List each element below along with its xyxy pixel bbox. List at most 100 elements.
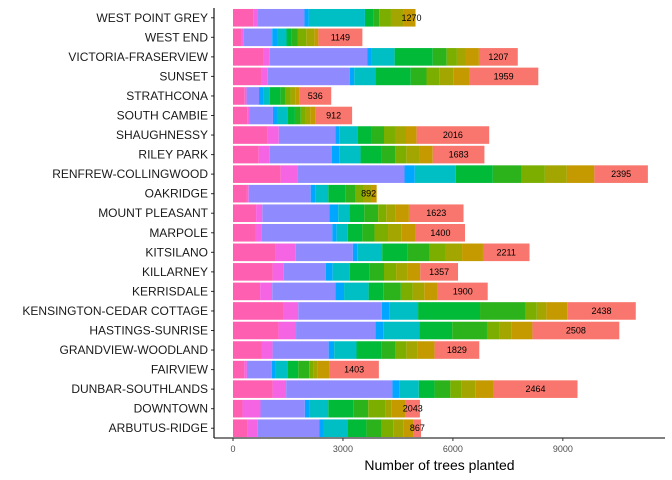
bar-segment bbox=[286, 28, 292, 47]
bar-segment bbox=[233, 184, 247, 203]
bar-segment bbox=[492, 165, 522, 183]
bar-segment bbox=[362, 223, 375, 242]
bar-segment bbox=[310, 184, 316, 203]
bar-segment bbox=[354, 67, 376, 86]
category-label: FAIRVIEW bbox=[151, 363, 209, 377]
bar-segment bbox=[257, 419, 320, 438]
bar-segment bbox=[352, 243, 358, 262]
bar-segment bbox=[406, 341, 418, 359]
bar-segment bbox=[461, 380, 476, 398]
bar-segment bbox=[499, 321, 512, 340]
bar-segment bbox=[261, 67, 268, 86]
bar-segment bbox=[424, 282, 438, 301]
bar-segment bbox=[247, 419, 258, 438]
bar-segment bbox=[246, 360, 272, 379]
bar-segment bbox=[404, 165, 415, 183]
bar-segment bbox=[249, 106, 273, 125]
bar-segment bbox=[412, 282, 425, 301]
bar-segment bbox=[247, 106, 250, 125]
category-label: MOUNT PLEASANT bbox=[98, 206, 208, 220]
bar-segment bbox=[308, 8, 365, 27]
category-label: SUNSET bbox=[159, 69, 208, 83]
bar-segment bbox=[344, 282, 369, 301]
bar-segment bbox=[319, 419, 324, 438]
bar-segment bbox=[429, 243, 446, 262]
bar-segment bbox=[381, 419, 394, 438]
bar-segment bbox=[390, 8, 404, 27]
bar-segment bbox=[418, 380, 435, 398]
bar-segment bbox=[304, 399, 310, 418]
category-label: ARBUTUS-RIDGE bbox=[109, 421, 208, 435]
bar-segment bbox=[401, 223, 416, 242]
bar-segment bbox=[419, 145, 433, 164]
bar-segment bbox=[253, 8, 258, 27]
bar-data-label: 1829 bbox=[447, 345, 467, 355]
bar-segment bbox=[233, 204, 257, 223]
bar-segment bbox=[368, 399, 386, 418]
bar-segment bbox=[315, 184, 329, 203]
category-label: MARPOLE bbox=[149, 226, 208, 240]
bar-segment bbox=[335, 282, 345, 301]
bar-segment bbox=[297, 28, 307, 47]
bar-segment bbox=[394, 126, 406, 144]
bar-segment bbox=[233, 106, 248, 125]
bar-segment bbox=[410, 67, 427, 86]
bar-data-label: 1900 bbox=[453, 286, 473, 296]
bar-segment bbox=[371, 126, 384, 144]
bar-segment bbox=[246, 184, 249, 203]
bar-segment bbox=[364, 204, 379, 223]
bar-segment bbox=[233, 321, 279, 340]
category-label: DOWNTOWN bbox=[134, 402, 208, 416]
bar-segment bbox=[275, 360, 288, 379]
bar-segment bbox=[417, 341, 435, 359]
bar-segment bbox=[233, 126, 268, 144]
bar-segment bbox=[408, 204, 464, 223]
bar-data-label: 1149 bbox=[331, 32, 350, 42]
bar-segment bbox=[233, 48, 264, 66]
bar-segment bbox=[334, 341, 357, 359]
bar-segment bbox=[434, 341, 480, 359]
category-label: WEST POINT GREY bbox=[96, 11, 208, 25]
bar-segment bbox=[347, 223, 363, 242]
bar-segment bbox=[394, 48, 433, 66]
bar-segment bbox=[453, 67, 470, 86]
category-label: SOUTH CAMBIE bbox=[117, 109, 208, 123]
bar-segment bbox=[280, 87, 286, 105]
bar-segment bbox=[297, 165, 405, 183]
bar-segment bbox=[381, 341, 396, 359]
category-label: RILEY PARK bbox=[138, 148, 208, 162]
bar-segment bbox=[532, 321, 620, 340]
bar-segment bbox=[328, 341, 335, 359]
bar-segment bbox=[287, 360, 299, 379]
category-label: SHAUGHNESSY bbox=[116, 128, 208, 142]
bar-segment bbox=[278, 126, 336, 144]
bar-segment bbox=[486, 321, 500, 340]
bar-segment bbox=[296, 321, 376, 340]
bar-segment bbox=[242, 399, 261, 418]
bar-segment bbox=[314, 28, 319, 47]
bar-segment bbox=[283, 302, 299, 320]
bar-segment bbox=[356, 341, 382, 359]
bar-segment bbox=[462, 243, 483, 262]
bar-segment bbox=[272, 28, 277, 47]
bar-segment bbox=[383, 126, 395, 144]
bar-data-label: 536 bbox=[308, 91, 323, 101]
bar-data-label: 2508 bbox=[566, 326, 586, 336]
bar-segment bbox=[244, 87, 247, 105]
bar-segment bbox=[328, 184, 346, 203]
bar-segment bbox=[413, 419, 422, 438]
bar-segment bbox=[276, 106, 288, 125]
bar-segment bbox=[360, 145, 382, 164]
bar-data-label: 1683 bbox=[449, 150, 469, 160]
category-label: DUNBAR-SOUTHLANDS bbox=[71, 382, 208, 396]
bar-segment bbox=[480, 302, 526, 320]
bar-segment bbox=[456, 48, 465, 66]
bar-segment bbox=[233, 145, 259, 164]
bar-segment bbox=[263, 48, 270, 66]
bar-segment bbox=[373, 8, 380, 27]
bar-segment bbox=[432, 48, 447, 66]
bar-segment bbox=[233, 341, 262, 359]
bar-segment bbox=[272, 341, 329, 359]
bar-segment bbox=[269, 87, 281, 105]
